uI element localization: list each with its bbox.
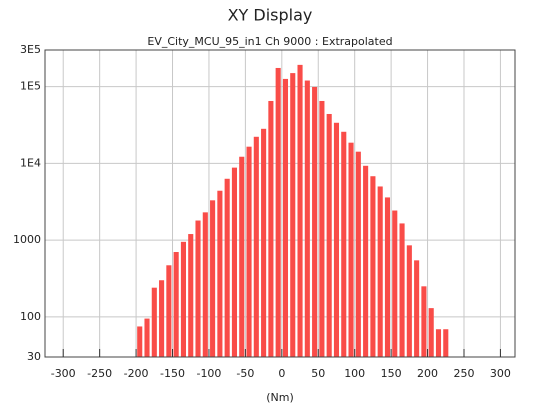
bar bbox=[363, 165, 369, 357]
bar bbox=[392, 210, 398, 357]
bar bbox=[275, 67, 281, 358]
x-tick-label: 150 bbox=[381, 367, 402, 380]
bar bbox=[151, 287, 157, 357]
bar bbox=[421, 286, 427, 357]
bar bbox=[290, 73, 296, 357]
bar bbox=[137, 326, 143, 357]
x-tick-label: -300 bbox=[51, 367, 76, 380]
y-tick-label: 30 bbox=[27, 350, 41, 363]
bar bbox=[348, 142, 354, 357]
bar bbox=[188, 234, 194, 357]
y-tick-label: 1000 bbox=[13, 233, 41, 246]
bar bbox=[159, 280, 165, 357]
bar bbox=[341, 131, 347, 357]
bar bbox=[180, 241, 186, 357]
bar bbox=[253, 136, 259, 357]
bar bbox=[428, 308, 434, 357]
bar bbox=[319, 100, 325, 357]
x-tick-label: 50 bbox=[311, 367, 325, 380]
x-tick-label: 300 bbox=[490, 367, 511, 380]
bar bbox=[326, 113, 332, 357]
x-tick-label: 200 bbox=[417, 367, 438, 380]
bar bbox=[355, 151, 361, 357]
x-tick-label: -100 bbox=[196, 367, 221, 380]
bar bbox=[202, 212, 208, 357]
bar bbox=[406, 245, 412, 357]
bar bbox=[414, 260, 420, 357]
bar bbox=[333, 122, 340, 358]
x-axis-label: (Nm) bbox=[266, 391, 294, 404]
x-tick-label: 250 bbox=[453, 367, 474, 380]
x-tick-label: -200 bbox=[124, 367, 149, 380]
bar bbox=[304, 80, 310, 357]
bar bbox=[231, 167, 238, 357]
bar bbox=[297, 64, 303, 358]
bar bbox=[239, 156, 245, 357]
bar bbox=[246, 146, 252, 357]
bar bbox=[173, 252, 179, 357]
plot-border bbox=[44, 49, 516, 358]
plot-area bbox=[45, 49, 515, 358]
y-tick-label: 1E4 bbox=[20, 156, 41, 169]
chart-subtitle: EV_City_MCU_95_in1 Ch 9000 : Extrapolate… bbox=[147, 35, 392, 48]
y-tick-label: 100 bbox=[20, 310, 41, 323]
bar bbox=[443, 329, 449, 357]
x-tick-label: 0 bbox=[278, 367, 285, 380]
y-tick-label: 1E5 bbox=[20, 80, 41, 93]
chart-title: XY Display bbox=[228, 6, 313, 25]
bar bbox=[224, 178, 230, 357]
bar bbox=[210, 200, 216, 357]
bar bbox=[261, 128, 267, 357]
x-tick-label: -150 bbox=[160, 367, 185, 380]
x-tick-label: 100 bbox=[344, 367, 365, 380]
bar bbox=[370, 176, 376, 357]
x-tick-label: -50 bbox=[236, 367, 254, 380]
bar bbox=[377, 186, 383, 357]
bar bbox=[144, 318, 150, 357]
bar bbox=[282, 78, 289, 357]
x-tick-label: -250 bbox=[87, 367, 112, 380]
bar bbox=[312, 86, 318, 358]
bar bbox=[268, 100, 274, 357]
bar bbox=[195, 220, 201, 357]
bar bbox=[217, 190, 223, 357]
bar bbox=[435, 329, 442, 357]
bar bbox=[399, 223, 405, 357]
bar bbox=[384, 197, 391, 357]
y-tick-label: 3E5 bbox=[20, 43, 41, 56]
bar bbox=[166, 265, 172, 357]
